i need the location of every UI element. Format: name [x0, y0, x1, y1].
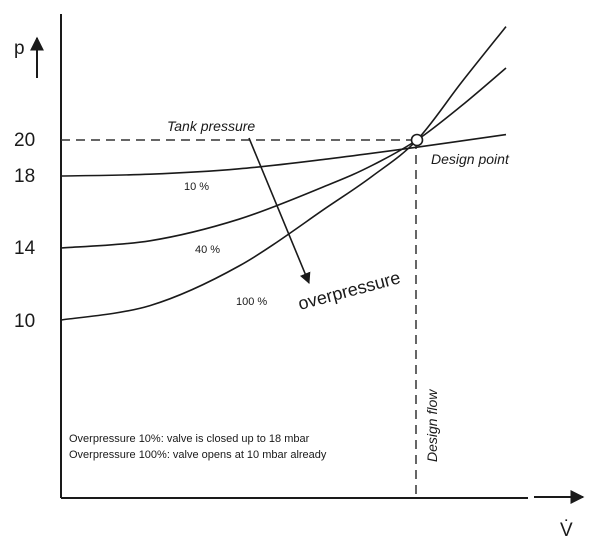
- y-axis-label: p: [14, 38, 25, 59]
- y-tick-label-14: 14: [14, 238, 36, 259]
- x-axis-label: V̇: [560, 520, 573, 541]
- y-tick-label-10: 10: [14, 311, 35, 332]
- curve-10-percent: [60, 133, 507, 177]
- curve-label-100-percent: 100 %: [236, 296, 267, 308]
- note-line-1: Overpressure 10%: valve is closed up to …: [69, 433, 310, 445]
- design-point-marker: [410, 133, 424, 147]
- overpressure-label: overpressure: [296, 267, 403, 314]
- note-line-2: Overpressure 100%: valve opens at 10 mba…: [69, 449, 327, 461]
- design-flow-label: Design flow: [424, 389, 440, 462]
- curve-100-percent: [60, 26, 507, 321]
- overpressure-arrow-icon: [248, 137, 311, 285]
- y-tick-label-18: 18: [14, 166, 35, 187]
- tank-pressure-label: Tank pressure: [167, 118, 255, 134]
- curve-40-percent: [60, 67, 507, 249]
- design-point-label: Design point: [431, 151, 510, 167]
- curve-label-10-percent: 10 %: [184, 181, 209, 193]
- y-tick-label-20: 20: [14, 130, 35, 151]
- curve-label-40-percent: 40 %: [195, 244, 220, 256]
